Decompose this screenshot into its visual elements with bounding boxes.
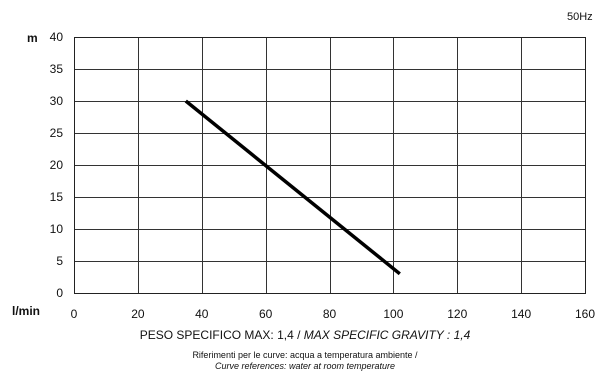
x-tick-label: 100: [383, 307, 403, 321]
x-tick-label: 40: [195, 307, 209, 321]
x-tick-label: 80: [323, 307, 337, 321]
y-tick-label: 30: [50, 94, 64, 108]
specific-gravity-note: PESO SPECIFICO MAX: 1,4 / MAX SPECIFIC G…: [0, 328, 610, 342]
x-tick-label: 160: [575, 307, 595, 321]
y-tick-label: 40: [50, 30, 64, 44]
frequency-label: 50Hz: [567, 11, 593, 23]
y-tick-label: 15: [50, 190, 64, 204]
y-tick-label: 20: [50, 158, 64, 172]
x-tick-label: 140: [511, 307, 531, 321]
series-group: [184, 99, 401, 276]
curve-reference-italian: Riferimenti per le curve: acqua a temper…: [192, 350, 418, 360]
specific-gravity-italian: PESO SPECIFICO MAX: 1,4 /: [139, 328, 304, 342]
plot-area-border: [74, 37, 586, 294]
x-tick-label: 60: [259, 307, 273, 321]
x-axis-unit-label: l/min: [12, 304, 40, 318]
curve-reference-english: Curve references: water at room temperat…: [214, 361, 396, 371]
y-tick-label: 10: [50, 222, 64, 236]
y-tick-label: 25: [50, 126, 64, 140]
y-tick-label: 0: [56, 286, 63, 300]
x-tick-label: 20: [131, 307, 145, 321]
series-line: [184, 99, 401, 276]
y-axis-unit-label: m: [27, 31, 38, 45]
grid: [74, 37, 586, 294]
x-tick-label: 120: [447, 307, 467, 321]
tick-labels: 0 20 40 60 80 100 120 140 160 0 5 10 15 20 25 30 35 40: [50, 30, 596, 321]
y-tick-label: 5: [56, 254, 63, 268]
specific-gravity-english: MAX SPECIFIC GRAVITY : 1,4: [303, 328, 471, 342]
x-tick-label: 0: [71, 307, 78, 321]
y-tick-label: 35: [50, 62, 64, 76]
